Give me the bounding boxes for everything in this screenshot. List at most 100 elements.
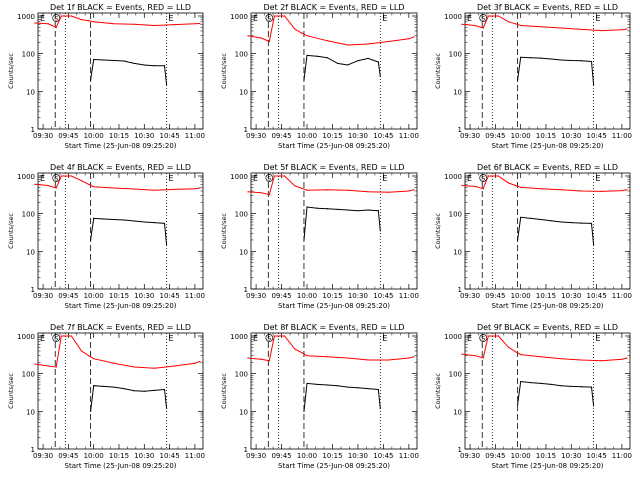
data-point: [326, 384, 328, 386]
data-point: [133, 188, 135, 190]
data-point: [520, 216, 522, 218]
x-tick-label: 09:30: [33, 132, 53, 140]
series-line-events: [90, 385, 168, 412]
x-tick-label: 09:45: [485, 292, 505, 300]
y-tick-label: 10: [239, 408, 248, 416]
data-point: [260, 358, 262, 360]
data-point: [294, 185, 296, 187]
data-point: [60, 335, 62, 337]
x-tick-label: 10:30: [348, 292, 368, 300]
data-point: [408, 190, 410, 192]
data-point: [303, 79, 305, 81]
series-line-lld: [461, 335, 628, 362]
x-tick-label: 10:15: [109, 132, 129, 140]
series-line-lld: [461, 15, 628, 32]
data-point: [55, 187, 57, 189]
marker-eclipse-start: E: [253, 174, 258, 183]
data-point: [377, 388, 379, 391]
y-tick-label: 1: [244, 286, 248, 294]
y-axis-label: Counts/sec: [220, 53, 228, 89]
marker-saa: S: [54, 176, 58, 183]
y-axis-label: Counts/sec: [434, 213, 442, 249]
x-tick-label: 10:45: [160, 132, 180, 140]
y-axis-label: Counts/sec: [7, 53, 15, 89]
x-tick-label: 11:00: [399, 132, 419, 140]
y-tick-label: 1: [244, 446, 248, 454]
x-tick-label: 10:15: [109, 292, 129, 300]
plot-frame: [250, 332, 418, 450]
panel-title: Det 2f BLACK = Events, RED = LLD: [263, 3, 404, 12]
x-tick-label: 11:00: [612, 132, 632, 140]
data-point: [387, 40, 390, 43]
x-tick-label: 09:30: [33, 452, 53, 460]
data-point: [60, 175, 62, 177]
x-tick-label: 10:00: [84, 132, 104, 140]
data-point: [517, 239, 519, 241]
data-point: [592, 244, 595, 246]
data-point: [113, 23, 115, 25]
y-axis-label: Counts/sec: [7, 213, 15, 249]
data-point: [474, 24, 476, 27]
y-tick-label: 1000: [444, 173, 462, 181]
y-tick-label: 1000: [17, 173, 35, 181]
data-point: [560, 189, 562, 191]
data-point: [530, 57, 532, 59]
y-tick-label: 1000: [444, 13, 462, 21]
data-point: [153, 389, 156, 391]
x-tick-label: 10:00: [297, 292, 317, 300]
data-point: [301, 32, 303, 34]
series-line-events: [517, 56, 595, 85]
y-axis-label: Counts/sec: [434, 53, 442, 89]
marker-saa: S: [481, 176, 485, 183]
data-point: [306, 382, 308, 385]
x-tick-label: 09:45: [271, 452, 291, 460]
data-point: [626, 189, 628, 191]
data-point: [520, 380, 522, 383]
data-point: [194, 23, 196, 25]
data-point: [133, 23, 135, 25]
data-point: [163, 222, 166, 225]
data-point: [347, 44, 349, 46]
data-point: [70, 15, 73, 17]
x-tick-label: 09:45: [271, 132, 291, 140]
data-point: [143, 390, 145, 392]
data-point: [550, 383, 552, 385]
x-tick-label: 09:30: [246, 452, 266, 460]
data-point: [80, 180, 83, 182]
x-tick-label: 10:30: [134, 292, 154, 300]
marker-saa: S: [54, 336, 58, 343]
marker-eclipse-start: E: [467, 174, 472, 183]
data-point: [90, 79, 92, 81]
panel-det-1: Det 1f BLACK = Events, RED = LLD 1 10 100 10…: [7, 3, 205, 150]
data-point: [592, 84, 595, 86]
data-point: [294, 28, 296, 30]
data-point: [560, 385, 562, 387]
data-point: [260, 192, 262, 194]
x-axis-label: Start Time (25-Jun-08 09:25:20): [65, 142, 177, 150]
data-point: [273, 175, 276, 177]
data-point: [133, 390, 135, 392]
data-point: [626, 357, 628, 359]
marker-eclipse-end: E: [596, 334, 601, 343]
x-tick-label: 10:15: [322, 292, 342, 300]
data-point: [88, 183, 90, 185]
data-point: [367, 191, 369, 193]
x-tick-label: 10:00: [511, 452, 531, 460]
x-tick-label: 09:45: [485, 452, 505, 460]
y-tick-label: 10: [26, 248, 35, 256]
data-point: [540, 218, 542, 221]
data-point: [55, 366, 57, 368]
data-point: [174, 365, 176, 367]
panel-det-2: Det 2f BLACK = Events, RED = LLD 1 10 100 10…: [220, 3, 419, 150]
marker-eclipse-start: E: [253, 334, 258, 343]
data-point: [294, 348, 296, 350]
marker-eclipse-start: E: [40, 14, 45, 23]
data-point: [408, 357, 410, 359]
plot-frame: [464, 172, 631, 290]
marker-saa: S: [267, 16, 271, 23]
data-point: [268, 194, 270, 196]
data-point: [306, 206, 308, 208]
saa-marker-circle: [52, 334, 61, 342]
y-tick-label: 100: [22, 51, 35, 59]
data-point: [590, 222, 593, 225]
